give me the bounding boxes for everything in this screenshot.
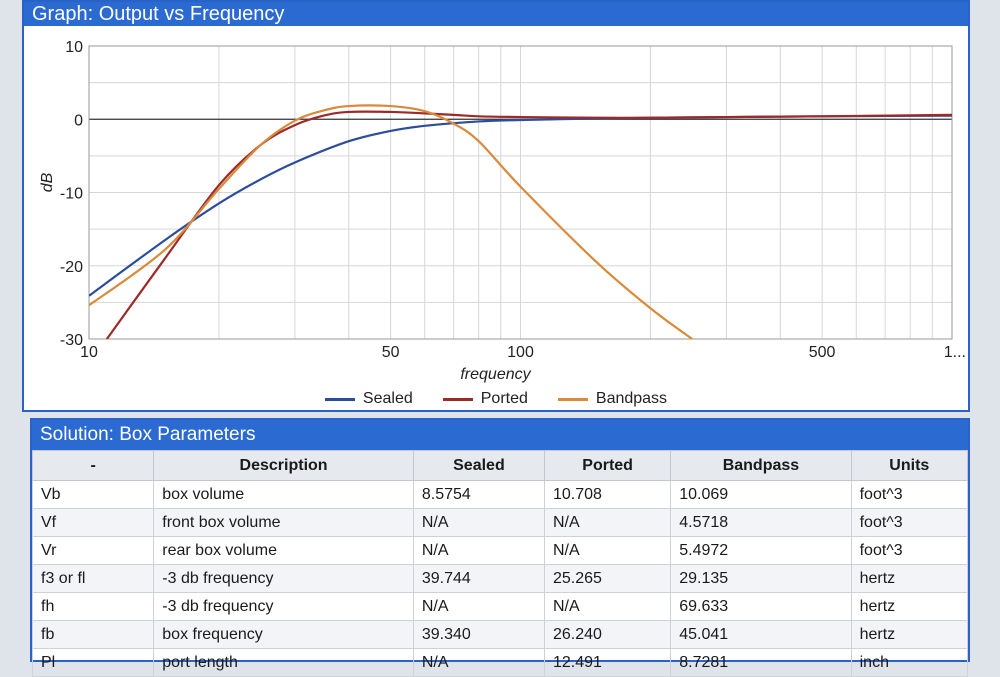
table-row: f3 or fl -3 db frequency 39.744 25.265 29.13… (31, 564, 969, 593)
table-header-row: - Description Sealed Ported Bandpass Units (31, 450, 969, 481)
table-cell: N/A (543, 592, 672, 621)
legend-label: Bandpass (595, 390, 668, 407)
table-cell: N/A (412, 536, 545, 565)
box-parameters-table: - Description Sealed Ported Bandpass Units Vb… (31, 450, 969, 677)
y-tick-label: -20 (60, 259, 83, 276)
table-cell: 26.240 (543, 620, 672, 649)
column-header: Units (850, 450, 969, 481)
table-cell: -3 db frequency (153, 592, 414, 621)
table-cell: N/A (412, 648, 545, 677)
table-cell: Vb (31, 480, 155, 509)
table-cell: foot^3 (850, 508, 969, 537)
table-cell: front box volume (153, 508, 414, 537)
table-row: fb box frequency 39.340 26.240 45.041 hertz (31, 620, 969, 649)
table-cell: 45.041 (670, 620, 852, 649)
series-line-bandpass (89, 104, 693, 339)
table-cell: N/A (412, 592, 545, 621)
legend-swatch (442, 397, 473, 401)
table-cell: inch (850, 648, 969, 677)
series-line-ported (105, 110, 952, 339)
table-row: Pl port length N/A 12.491 8.7281 inch (31, 648, 969, 677)
legend-entry-sealed: Sealed (324, 388, 413, 410)
table-cell: f3 or fl (31, 564, 155, 593)
y-tick-label: 10 (65, 39, 83, 56)
table-cell: box frequency (153, 620, 414, 649)
table-cell: Vf (31, 508, 155, 537)
column-header: Bandpass (670, 450, 852, 481)
table-cell: 39.744 (412, 564, 545, 593)
table-cell: fb (31, 620, 155, 649)
table-cell: fh (31, 592, 155, 621)
table-cell: Pl (31, 648, 155, 677)
legend-entry-bandpass: Bandpass (557, 388, 668, 410)
graph-title: Graph: Output vs Frequency (24, 2, 968, 26)
table-cell: 69.633 (670, 592, 852, 621)
table-cell: box volume (153, 480, 414, 509)
table-cell: 8.7281 (670, 648, 852, 677)
table-cell: N/A (543, 508, 672, 537)
table-cell: 8.5754 (412, 480, 545, 509)
table-cell: 25.265 (543, 564, 672, 593)
column-header: Sealed (412, 450, 545, 481)
x-tick-label: 1... (944, 344, 966, 361)
column-header: Ported (543, 450, 672, 481)
table-row: Vf front box volume N/A N/A 4.5718 foot^3 (31, 508, 969, 537)
table-row: Vr rear box volume N/A N/A 5.4972 foot^3 (31, 536, 969, 565)
legend-swatch (557, 397, 588, 401)
x-axis-label: frequency (460, 366, 531, 383)
table-cell: 10.708 (543, 480, 672, 509)
table-cell: N/A (412, 508, 545, 537)
x-tick-label: 10 (80, 344, 98, 361)
table-cell: hertz (850, 592, 969, 621)
column-header: - (31, 450, 155, 481)
table-cell: foot^3 (850, 536, 969, 565)
chart-legend: Sealed Ported Bandpass (24, 388, 968, 410)
column-header: Description (153, 450, 414, 481)
solution-panel: Solution: Box Parameters - Description Sea… (30, 418, 970, 677)
y-tick-label: -10 (60, 186, 83, 203)
table-cell: hertz (850, 564, 969, 593)
legend-entry-ported: Ported (442, 388, 528, 410)
solution-title: Solution: Box Parameters (32, 420, 968, 450)
table-cell: 39.340 (412, 620, 545, 649)
table-cell: 5.4972 (670, 536, 852, 565)
table-cell: Vr (31, 536, 155, 565)
table-cell: rear box volume (153, 536, 414, 565)
table-row: Vb box volume 8.5754 10.708 10.069 foot^3 (31, 480, 969, 509)
table-cell: 10.069 (670, 480, 852, 509)
legend-swatch (324, 397, 355, 401)
y-tick-label: -30 (60, 332, 83, 349)
table-cell: N/A (543, 536, 672, 565)
legend-label: Ported (480, 390, 528, 407)
x-tick-label: 100 (507, 344, 534, 361)
legend-label: Sealed (362, 390, 413, 407)
table-cell: 12.491 (543, 648, 672, 677)
table-cell: port length (153, 648, 414, 677)
x-tick-label: 500 (809, 344, 836, 361)
table-cell: hertz (850, 620, 969, 649)
table-cell: 29.135 (670, 564, 852, 593)
x-tick-label: 50 (382, 344, 400, 361)
table-row: fh -3 db frequency N/A N/A 69.633 hertz (31, 592, 969, 621)
table-cell: -3 db frequency (153, 564, 414, 593)
plot-frame (88, 45, 953, 340)
table-cell: 4.5718 (670, 508, 852, 537)
table-cell: foot^3 (850, 480, 969, 509)
y-tick-label: 0 (74, 112, 83, 129)
y-axis-label: dB (39, 172, 56, 192)
graph-panel: Graph: Output vs Frequency 10 0 -10 -20 -30 1… (22, 0, 970, 412)
